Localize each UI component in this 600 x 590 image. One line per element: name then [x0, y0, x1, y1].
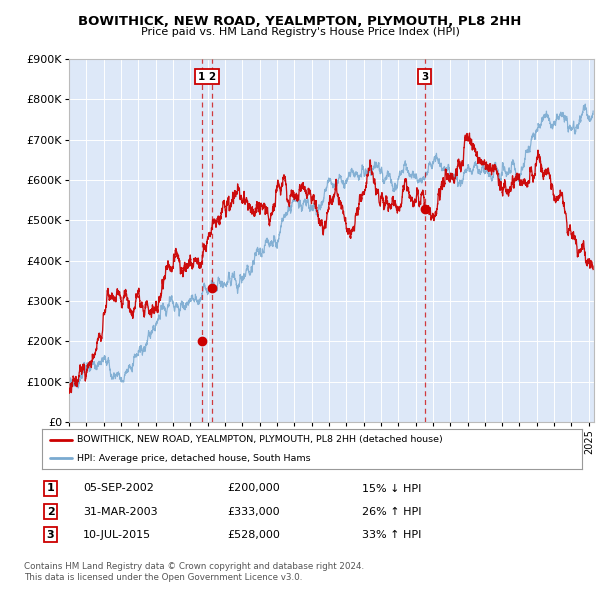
Text: £528,000: £528,000 [227, 530, 280, 540]
Text: Contains HM Land Registry data © Crown copyright and database right 2024.: Contains HM Land Registry data © Crown c… [24, 562, 364, 571]
Text: 3: 3 [421, 72, 428, 81]
Text: 3: 3 [47, 530, 55, 540]
Text: £333,000: £333,000 [227, 507, 280, 516]
Text: £200,000: £200,000 [227, 483, 280, 493]
Text: 1: 1 [47, 483, 55, 493]
Text: 1 2: 1 2 [198, 72, 216, 81]
Text: HPI: Average price, detached house, South Hams: HPI: Average price, detached house, Sout… [77, 454, 311, 463]
Text: 05-SEP-2002: 05-SEP-2002 [83, 483, 154, 493]
Text: 10-JUL-2015: 10-JUL-2015 [83, 530, 151, 540]
Text: BOWITHICK, NEW ROAD, YEALMPTON, PLYMOUTH, PL8 2HH (detached house): BOWITHICK, NEW ROAD, YEALMPTON, PLYMOUTH… [77, 435, 443, 444]
Text: 2: 2 [47, 507, 55, 516]
Text: BOWITHICK, NEW ROAD, YEALMPTON, PLYMOUTH, PL8 2HH: BOWITHICK, NEW ROAD, YEALMPTON, PLYMOUTH… [79, 15, 521, 28]
Text: 15% ↓ HPI: 15% ↓ HPI [362, 483, 422, 493]
Text: 26% ↑ HPI: 26% ↑ HPI [362, 507, 422, 516]
Text: 31-MAR-2003: 31-MAR-2003 [83, 507, 158, 516]
Text: Price paid vs. HM Land Registry's House Price Index (HPI): Price paid vs. HM Land Registry's House … [140, 27, 460, 37]
Text: This data is licensed under the Open Government Licence v3.0.: This data is licensed under the Open Gov… [24, 573, 302, 582]
Text: 33% ↑ HPI: 33% ↑ HPI [362, 530, 422, 540]
